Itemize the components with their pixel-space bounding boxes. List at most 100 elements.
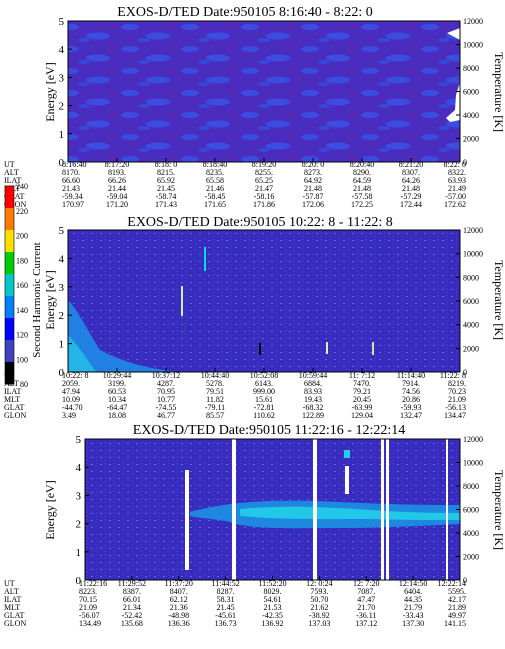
ion-band-core bbox=[240, 506, 460, 520]
y-tick-right-label: 10000 bbox=[463, 250, 483, 259]
table-cell: 8223. bbox=[79, 587, 97, 596]
table-cell: -74.55 bbox=[156, 403, 177, 412]
table-cell: 21.09 bbox=[448, 395, 466, 404]
table-cell: 21.79 bbox=[404, 603, 422, 612]
table-cell: 21.47 bbox=[255, 184, 273, 193]
table-cell: 18.08 bbox=[108, 411, 126, 420]
table-cell: 2059. bbox=[62, 379, 80, 388]
x-tick-label: 12:22:14 bbox=[438, 579, 466, 588]
data-gap bbox=[386, 439, 389, 580]
row-label: MLT bbox=[4, 603, 20, 612]
table-cell: 70.15 bbox=[79, 595, 97, 604]
y-tick-label: 3 bbox=[59, 72, 65, 84]
table-cell: 7593. bbox=[310, 587, 328, 596]
table-cell: 171.65 bbox=[204, 200, 226, 209]
data-gap bbox=[446, 439, 448, 580]
table-cell: 3199. bbox=[108, 379, 126, 388]
x-tick-label: 8:22: 0 bbox=[444, 160, 466, 169]
table-cell: 171.86 bbox=[253, 200, 275, 209]
table-cell: 10.09 bbox=[62, 395, 80, 404]
table-cell: 21.53 bbox=[264, 603, 282, 612]
table-cell: 8387. bbox=[123, 587, 141, 596]
row-label: ILAT bbox=[4, 595, 21, 604]
table-cell: 172.06 bbox=[302, 200, 324, 209]
table-cell: 122.89 bbox=[302, 411, 324, 420]
white-gap bbox=[446, 28, 460, 122]
table-cell: 66.01 bbox=[123, 595, 141, 604]
y-tick-right-label: 4000 bbox=[463, 529, 479, 538]
y-tick-right-label: 2000 bbox=[463, 344, 479, 353]
table-cell: 21.45 bbox=[157, 184, 175, 193]
table-cell: -59.04 bbox=[107, 192, 128, 201]
table-cell: 6404. bbox=[404, 587, 422, 596]
table-cell: 8215. bbox=[157, 168, 175, 177]
table-cell: 21.70 bbox=[357, 603, 375, 612]
x-tick-label: 11:29:52 bbox=[118, 579, 146, 588]
table-cell: 11.82 bbox=[206, 395, 224, 404]
table-cell: -38.92 bbox=[309, 611, 330, 620]
table-cell: 83.93 bbox=[304, 387, 322, 396]
table-cell: 170.97 bbox=[62, 200, 84, 209]
table-cell: 171.43 bbox=[155, 200, 177, 209]
colorbar-tick-label: 200 bbox=[16, 232, 28, 241]
table-cell: -63.99 bbox=[352, 403, 373, 412]
table-cell: 21.48 bbox=[353, 184, 371, 193]
table-cell: 58.31 bbox=[217, 595, 235, 604]
colorbar-label: Second Harmonic Current bbox=[31, 242, 43, 357]
table-cell: 6884. bbox=[304, 379, 322, 388]
panel-middle: EXOS-D/TED Date:950105 10:22: 8 - 11:22:… bbox=[4, 215, 505, 420]
table-cell: 50.70 bbox=[310, 595, 328, 604]
table-cell: -33.43 bbox=[403, 611, 424, 620]
low-energy-band bbox=[68, 300, 180, 372]
table-cell: -59.34 bbox=[62, 192, 83, 201]
colorbar-tick-label: 100 bbox=[16, 355, 28, 364]
row-label: ILAT bbox=[4, 176, 21, 185]
table-cell: 3.49 bbox=[62, 411, 76, 420]
y-tick-label: 2 bbox=[59, 310, 65, 322]
table-cell: 171.20 bbox=[106, 200, 128, 209]
table-cell: 62.12 bbox=[170, 595, 188, 604]
colorbar-swatch bbox=[5, 252, 14, 275]
y-tick-label: 2 bbox=[59, 101, 65, 113]
table-cell: 7087. bbox=[357, 587, 375, 596]
x-tick-label: 10:52:08 bbox=[250, 371, 278, 380]
table-cell: 8235. bbox=[206, 168, 224, 177]
x-tick-label: 8:18: 0 bbox=[155, 160, 177, 169]
colorbar-swatch bbox=[5, 362, 14, 385]
spike bbox=[326, 342, 328, 354]
table-cell: -57.29 bbox=[401, 192, 422, 201]
table-cell: 21.44 bbox=[108, 184, 126, 193]
table-cell: 141.15 bbox=[444, 619, 466, 628]
x-tick-label: 8:18:40 bbox=[203, 160, 227, 169]
table-cell: 136.92 bbox=[262, 619, 284, 628]
colorbar-swatch bbox=[5, 230, 14, 253]
x-tick-label: 12: 7:20 bbox=[353, 579, 379, 588]
spike bbox=[184, 323, 186, 335]
y-tick-right-label: 0 bbox=[463, 576, 467, 585]
table-cell: 8322. bbox=[448, 168, 466, 177]
table-cell: -56.07 bbox=[79, 611, 100, 620]
x-tick-label: 12: 0:24 bbox=[306, 579, 332, 588]
colorbar-swatch bbox=[5, 186, 14, 209]
table-cell: -45.61 bbox=[215, 611, 236, 620]
y-axis-label: Energy [eV] bbox=[43, 270, 57, 329]
table-cell: 20.86 bbox=[402, 395, 420, 404]
y-tick-label: 4 bbox=[59, 253, 65, 265]
table-cell: -64.47 bbox=[107, 403, 128, 412]
table-cell: 64.92 bbox=[304, 176, 322, 185]
table-cell: 74.56 bbox=[402, 387, 420, 396]
table-cell: 21.45 bbox=[217, 603, 235, 612]
y-tick-label: 0 bbox=[59, 157, 65, 169]
y-tick-label: 1 bbox=[59, 129, 65, 141]
table-cell: 79.51 bbox=[206, 387, 224, 396]
row-label: ALT bbox=[4, 587, 19, 596]
table-cell: 137.03 bbox=[308, 619, 330, 628]
spectrogram-area bbox=[68, 230, 460, 372]
table-cell: 172.44 bbox=[400, 200, 422, 209]
table-cell: 66.60 bbox=[62, 176, 80, 185]
table-cell: 42.17 bbox=[448, 595, 466, 604]
table-cell: 21.62 bbox=[310, 603, 328, 612]
y-tick-label: 1 bbox=[59, 339, 65, 351]
table-cell: 5278. bbox=[206, 379, 224, 388]
table-cell: -68.32 bbox=[303, 403, 324, 412]
